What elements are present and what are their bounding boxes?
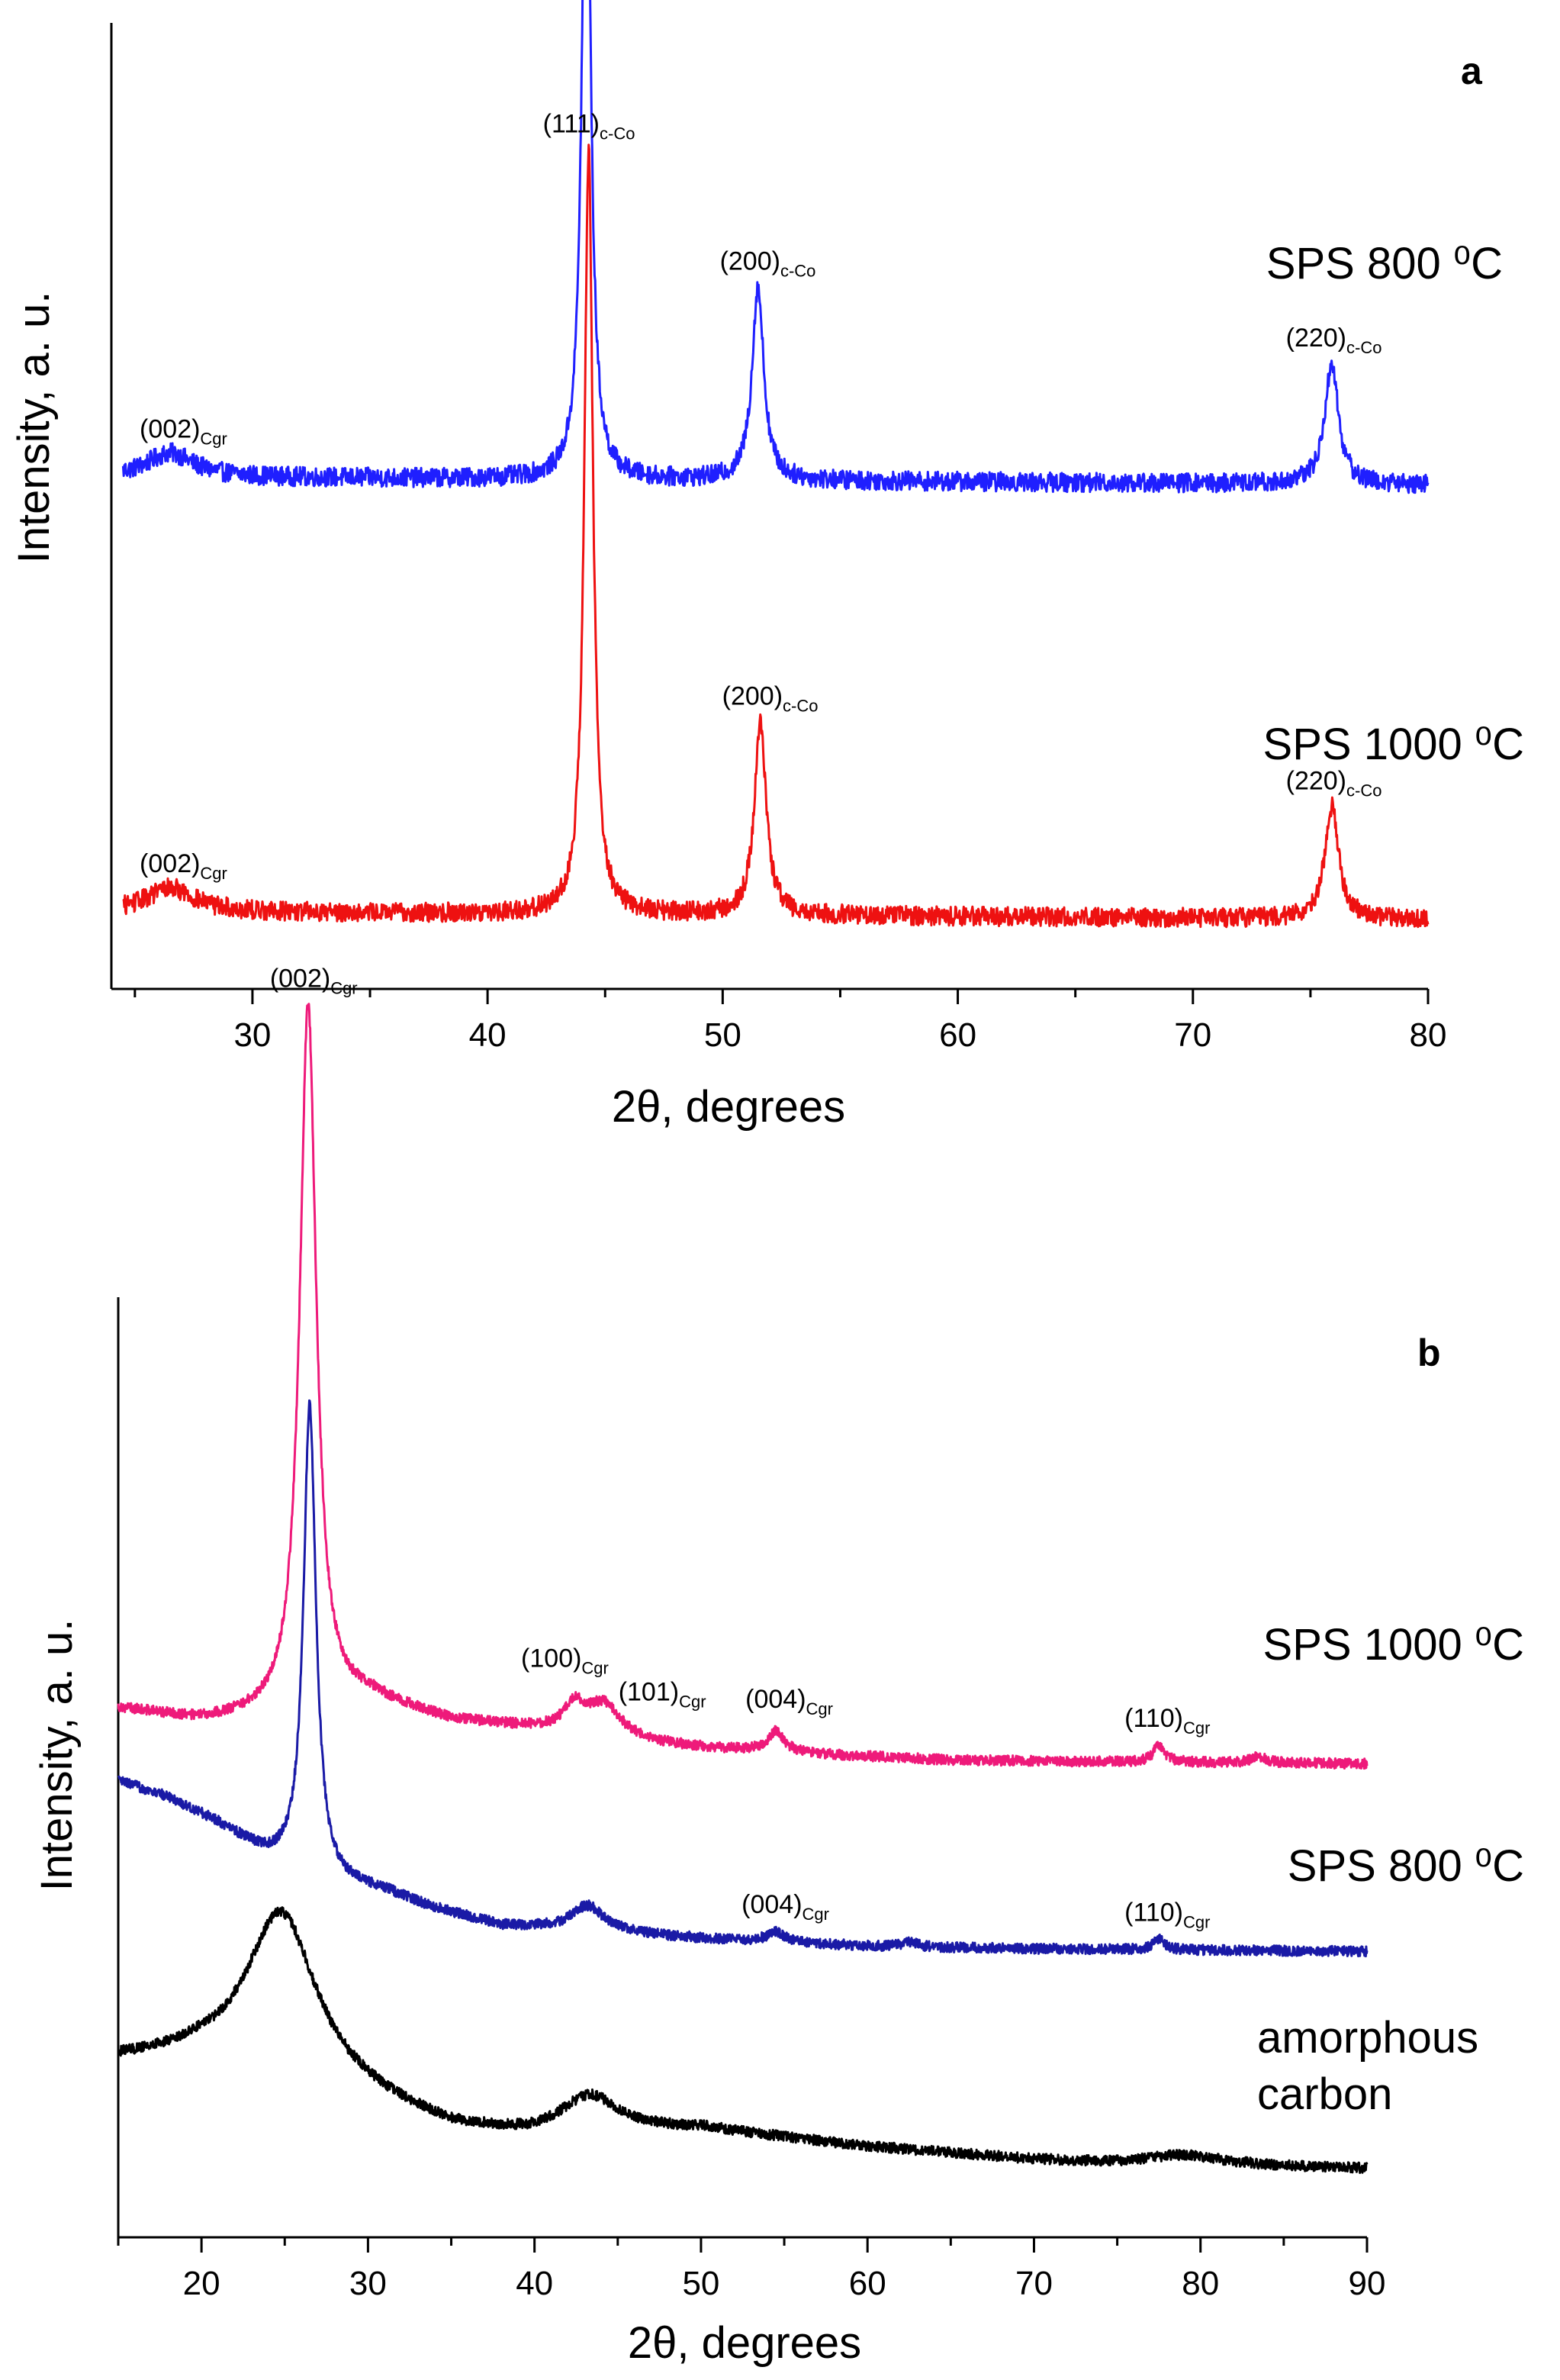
- peak-miller-index: (110): [1124, 1704, 1183, 1733]
- peak-phase-subscript: Cgr: [581, 1658, 608, 1677]
- peak-miller-index: (200): [720, 247, 780, 276]
- panel-a-series-2-label: SPS 1000 ⁰C: [1263, 720, 1524, 769]
- panel-a-chart: a 2θ, degrees Intensity, a. u. 30 40 50 60 7…: [9, 0, 1524, 1132]
- panel-a-peak-annotation: (002)Cgr: [140, 414, 227, 448]
- panel-a-x-axis-title: 2θ, degrees: [612, 1082, 845, 1132]
- panel-b-x-tick-label: 70: [1015, 2265, 1053, 2302]
- panel-b-series-3-label: amorphous carbon: [1257, 2013, 1478, 2119]
- peak-phase-subscript: Cgr: [330, 978, 357, 997]
- panel-b-x-axis-title: 2θ, degrees: [628, 2318, 861, 2368]
- panel-a-peak-annotation: (220)c-Co: [1286, 324, 1382, 357]
- panel-b-series-3-line: [117, 1906, 1369, 2174]
- peak-miller-index: (111): [543, 109, 600, 138]
- panel-a-series-1-label: SPS 800 ⁰C: [1266, 239, 1503, 288]
- panel-a-peak-annotation: (002)Cgr: [140, 849, 227, 883]
- panel-a-series-2-line: [122, 143, 1430, 929]
- peak-phase-subscript: c-Co: [780, 262, 815, 281]
- peak-phase-subscript: c-Co: [1346, 781, 1381, 800]
- panel-b-series-2-line: [117, 1399, 1369, 1958]
- panel-a-peak-annotation: (200)c-Co: [722, 681, 819, 715]
- peak-miller-index: (002): [270, 964, 330, 993]
- panel-b-y-axis-title: Intensity, a. u.: [32, 1619, 82, 1892]
- peak-miller-index: (002): [140, 414, 200, 443]
- series-label-line: carbon: [1257, 2069, 1392, 2119]
- peak-phase-subscript: Cgr: [1183, 1718, 1210, 1737]
- peak-miller-index: (220): [1286, 324, 1346, 353]
- peak-phase-subscript: Cgr: [806, 1699, 833, 1718]
- panel-a-x-tick-label: 30: [233, 1016, 271, 1054]
- peak-phase-subscript: Cgr: [679, 1692, 706, 1712]
- panel-b-x-tick-label: 80: [1182, 2265, 1219, 2302]
- panel-b-peak-annotation: (004)Cgr: [745, 1685, 833, 1718]
- panel-b-peak-annotation: (002)Cgr: [270, 964, 358, 997]
- peak-miller-index: (220): [1286, 766, 1346, 795]
- peak-miller-index: (110): [1124, 1899, 1183, 1928]
- peak-phase-subscript: Cgr: [803, 1905, 829, 1924]
- panel-b-x-tick-label: 50: [682, 2265, 719, 2302]
- peak-phase-subscript: Cgr: [1183, 1913, 1210, 1932]
- panel-b-x-tick-label: 40: [516, 2265, 553, 2302]
- peak-miller-index: (200): [722, 681, 783, 710]
- panel-a-peak-annotation: (220)c-Co: [1286, 766, 1382, 800]
- peak-phase-subscript: c-Co: [783, 696, 818, 715]
- panel-a-x-tick-label: 70: [1174, 1016, 1211, 1054]
- panel-b-x-tick-label: 30: [349, 2265, 387, 2302]
- panel-a-y-axis-title: Intensity, a. u.: [9, 291, 59, 564]
- panel-b-chart: b 2θ, degrees Intensity, a. u. 20 30 40 50 6…: [32, 964, 1524, 2368]
- panel-b-series-2-label: SPS 800 ⁰C: [1288, 1841, 1524, 1891]
- peak-phase-subscript: Cgr: [200, 429, 227, 448]
- panel-a-peak-annotation: (200)c-Co: [720, 247, 816, 281]
- panel-a-x-tick-label: 40: [469, 1016, 507, 1054]
- panel-b-peak-annotation: (004)Cgr: [741, 1890, 829, 1924]
- panel-b-x-tick-label: 90: [1349, 2265, 1386, 2302]
- panel-a-x-tick-label: 80: [1410, 1016, 1447, 1054]
- panel-b-peak-annotation: (100)Cgr: [521, 1644, 609, 1677]
- panel-a-series-1-line: [121, 0, 1430, 494]
- panel-a-x-tick-label: 50: [704, 1016, 741, 1054]
- panel-b-series-1-label: SPS 1000 ⁰C: [1263, 1620, 1524, 1670]
- peak-miller-index: (002): [140, 849, 200, 878]
- peak-phase-subscript: Cgr: [200, 864, 227, 883]
- peak-miller-index: (004): [741, 1890, 802, 1919]
- panel-b-peak-annotation: (110)Cgr: [1124, 1704, 1210, 1737]
- peak-miller-index: (100): [521, 1644, 581, 1673]
- panel-a-x-tick-label: 60: [939, 1016, 976, 1054]
- series-label-line: amorphous: [1257, 2013, 1478, 2063]
- panel-b-label: b: [1417, 1332, 1441, 1374]
- peak-miller-index: (004): [745, 1685, 806, 1714]
- panel-a-label: a: [1461, 50, 1483, 92]
- panel-b-peak-annotation: (110)Cgr: [1124, 1899, 1210, 1932]
- peak-phase-subscript: c-Co: [1346, 338, 1381, 357]
- peak-phase-subscript: c-Co: [600, 124, 635, 143]
- panel-b-x-tick-label: 20: [183, 2265, 220, 2302]
- peak-miller-index: (101): [619, 1678, 679, 1707]
- panel-b-peak-annotation: (101)Cgr: [619, 1678, 706, 1712]
- panel-a-peak-annotation: (111)c-Co: [543, 109, 635, 143]
- panel-b-series-1-line: [117, 1003, 1369, 1770]
- panel-b-x-tick-label: 60: [849, 2265, 886, 2302]
